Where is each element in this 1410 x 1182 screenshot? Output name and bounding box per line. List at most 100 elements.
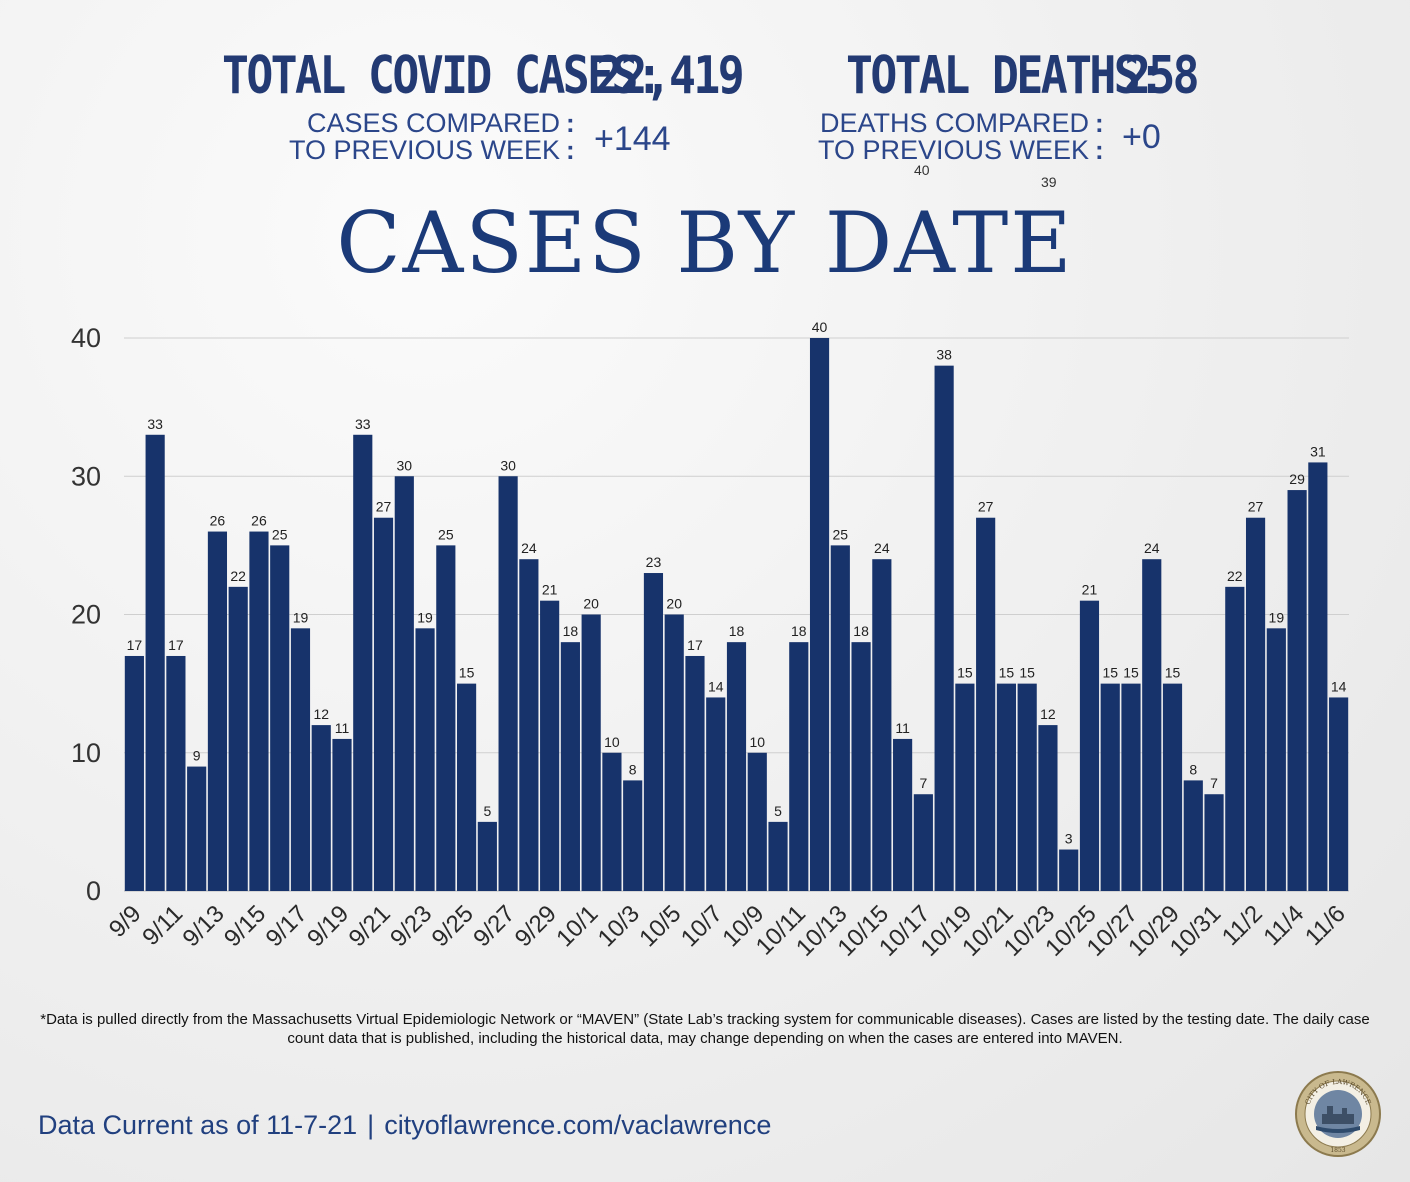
bar: [602, 752, 622, 891]
bar: [1287, 490, 1307, 891]
bar: [290, 628, 311, 891]
bar: [955, 683, 975, 891]
data-label: 24: [521, 540, 537, 556]
stray-data-label-2: 39: [1041, 174, 1057, 190]
deaths-compared-line2: TO PREVIOUS WEEK: [817, 135, 1089, 165]
x-tick-label: 10/3: [593, 900, 645, 952]
bar: [726, 642, 747, 891]
data-label: 38: [936, 347, 952, 363]
bar: [747, 752, 767, 891]
deaths-compared-colon-2: :: [1095, 135, 1104, 165]
data-label: 17: [687, 637, 703, 653]
data-current-text: Data Current as of 11-7-21: [38, 1110, 358, 1140]
data-label: 8: [1189, 761, 1197, 777]
x-tick-label: 11/6: [1300, 900, 1351, 951]
data-label: 5: [774, 803, 782, 819]
data-label: 14: [708, 678, 724, 694]
data-label: 30: [500, 457, 516, 473]
data-label: 12: [1040, 706, 1056, 722]
x-tick-label: 11/4: [1258, 900, 1309, 951]
x-tick-label: 10/1: [551, 900, 603, 952]
bar: [1038, 725, 1058, 891]
data-label: 27: [376, 499, 392, 515]
y-tick-label: 40: [71, 323, 101, 353]
data-label: 21: [1082, 582, 1098, 598]
stray-data-label-1: 40: [914, 162, 930, 178]
bar: [145, 434, 165, 891]
data-label: 10: [749, 734, 765, 750]
footnote: *Data is pulled directly from the Massac…: [40, 1011, 1370, 1047]
svg-text:1853: 1853: [1330, 1147, 1345, 1154]
bar: [415, 628, 435, 891]
data-label: 25: [272, 526, 288, 542]
chart-title: CASES BY DATE: [336, 194, 1074, 292]
bar: [643, 573, 664, 891]
x-tick-label: 11/2: [1217, 900, 1268, 951]
data-label: 18: [563, 623, 579, 639]
bar: [830, 545, 850, 891]
data-label: 14: [1331, 678, 1347, 694]
deaths-compared-colon-1: :: [1095, 108, 1104, 138]
data-label: 29: [1289, 471, 1305, 487]
data-label: 20: [666, 596, 682, 612]
x-tick-label: 9/29: [510, 900, 562, 952]
bar: [457, 683, 477, 891]
data-label: 15: [1102, 665, 1118, 681]
data-label: 10: [604, 734, 620, 750]
x-tick-label: 9/13: [178, 900, 230, 952]
data-label: 23: [646, 554, 662, 570]
data-label: 19: [417, 609, 433, 625]
x-tick-label: 9/9: [104, 900, 147, 943]
x-tick-label: 10/5: [634, 900, 686, 952]
x-axis-ticks: 9/99/119/139/159/179/199/219/239/259/279…: [104, 900, 1351, 962]
data-label: 15: [1165, 665, 1181, 681]
bar: [228, 586, 248, 891]
data-label: 33: [355, 416, 371, 432]
data-label: 15: [1019, 665, 1035, 681]
data-label: 7: [1210, 775, 1218, 791]
bar: [913, 794, 933, 891]
y-tick-label: 10: [71, 738, 101, 768]
data-label: 20: [583, 596, 599, 612]
total-deaths-value: 258: [1124, 46, 1200, 106]
bar: [1059, 849, 1079, 891]
x-tick-label: 9/19: [302, 900, 354, 952]
data-label: 3: [1065, 831, 1073, 847]
bar: [768, 821, 788, 891]
bar: [1183, 780, 1203, 891]
data-label: 27: [1248, 499, 1264, 515]
data-label: 25: [833, 526, 849, 542]
data-label: 11: [335, 720, 350, 736]
data-label: 15: [459, 665, 475, 681]
bar: [1266, 628, 1286, 891]
data-label: 26: [210, 513, 226, 529]
data-label: 15: [1123, 665, 1139, 681]
data-label: 15: [999, 665, 1015, 681]
data-label: 18: [729, 623, 745, 639]
y-axis-ticks: 0 10 20 30 40: [71, 323, 101, 906]
total-cases-value: 22,419: [596, 46, 745, 106]
data-label: 22: [230, 568, 246, 584]
data-label: 5: [483, 803, 491, 819]
bar: [1100, 683, 1120, 891]
website-link[interactable]: cityoflawrence.com/vaclawrence: [384, 1110, 772, 1140]
bar: [311, 725, 331, 891]
bar: [124, 655, 144, 891]
y-tick-label: 20: [71, 600, 101, 630]
x-tick-label: 9/11: [137, 900, 188, 951]
data-label: 18: [791, 623, 807, 639]
data-label: 25: [438, 526, 454, 542]
bar: [581, 614, 601, 891]
bar: [1017, 683, 1037, 891]
cases-compared-colon-1: :: [566, 108, 575, 138]
data-label: 19: [293, 609, 309, 625]
bar: [166, 655, 186, 891]
x-tick-label: 9/17: [261, 900, 313, 952]
deaths-compared-value: +0: [1122, 118, 1161, 156]
bar: [498, 476, 518, 891]
footer: Data Current as of 11-7-21 | cityoflawrenc…: [38, 1110, 771, 1141]
data-label: 22: [1227, 568, 1243, 584]
bar: [207, 531, 228, 891]
data-labels: 1733179262226251912113327301925155302421…: [127, 319, 1347, 847]
bar: [664, 614, 684, 891]
